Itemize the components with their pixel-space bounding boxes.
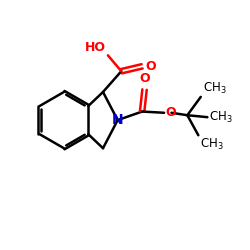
Text: CH$_3$: CH$_3$ [200, 137, 223, 152]
Text: O: O [165, 106, 176, 119]
Text: O: O [145, 60, 156, 73]
Text: CH$_3$: CH$_3$ [203, 81, 226, 96]
Text: HO: HO [85, 41, 106, 54]
Text: O: O [139, 72, 150, 85]
Text: CH$_3$: CH$_3$ [209, 110, 233, 125]
Text: N: N [112, 113, 124, 127]
